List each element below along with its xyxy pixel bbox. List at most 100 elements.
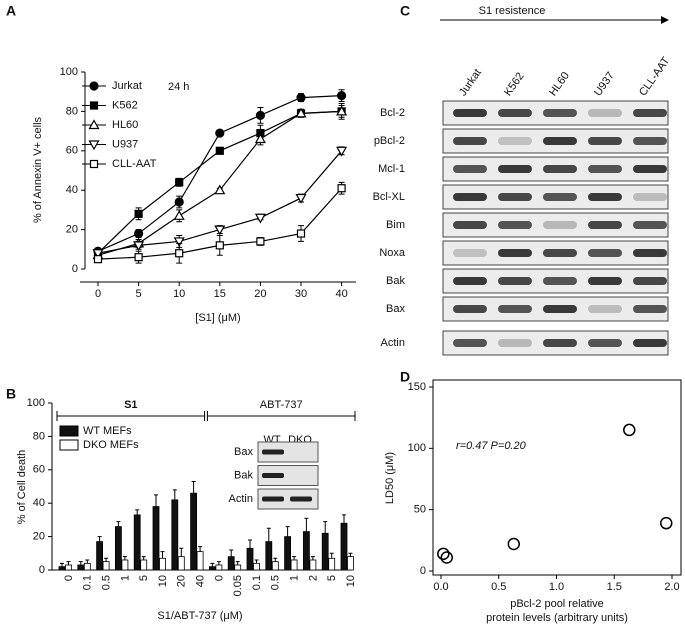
marker <box>173 210 185 220</box>
bar <box>65 564 72 571</box>
marker <box>295 107 307 118</box>
error-bar <box>191 480 196 494</box>
bar <box>347 556 354 571</box>
x-tick-label: 1 <box>119 575 131 581</box>
blot-band <box>498 249 532 257</box>
error-bar <box>216 561 221 565</box>
y-tick-label: 100 <box>408 442 426 454</box>
blot-row: Actin <box>381 337 405 349</box>
inset-panel <box>257 465 319 486</box>
x-tick-label: 5 <box>326 575 338 581</box>
y-tick-label: 80 <box>66 105 78 117</box>
x-axis-label: S1/ABT-737 (μM) <box>157 610 242 622</box>
legend-label: U937 <box>112 138 138 150</box>
point <box>440 551 454 564</box>
blot-band <box>633 339 667 347</box>
blot-band <box>453 193 487 201</box>
panel-label: D <box>400 369 410 385</box>
blot-band <box>498 109 532 117</box>
bar <box>177 556 185 571</box>
x-tick-label: 0 <box>95 288 101 300</box>
bar <box>133 514 141 571</box>
blot-band <box>633 165 667 173</box>
blot-band <box>588 221 622 229</box>
error-bar <box>235 561 240 565</box>
error-bar <box>304 517 309 532</box>
error-bar <box>122 556 127 560</box>
blot-title: S1 resistence <box>479 5 546 17</box>
marker <box>175 249 184 258</box>
bar <box>140 559 148 571</box>
marker <box>173 237 185 248</box>
blot-column: HL60 <box>547 70 572 98</box>
bar <box>227 556 235 571</box>
bar <box>340 522 348 571</box>
x-axis-label: [S1] (μM) <box>195 312 240 324</box>
x-tick-label: 15 <box>214 288 226 300</box>
bar <box>208 566 216 571</box>
blot-band <box>543 339 577 347</box>
error-bar <box>85 559 90 564</box>
legend-swatch <box>59 439 79 451</box>
x-tick-label: 0.5 <box>270 575 282 590</box>
marker <box>337 91 347 101</box>
point <box>623 423 636 437</box>
error-bar <box>292 556 297 560</box>
legend-label: WT MEFs <box>83 425 132 437</box>
point <box>659 516 673 530</box>
marker <box>89 81 99 91</box>
bar <box>102 561 110 571</box>
marker <box>93 255 103 264</box>
y-tick-label: 150 <box>408 381 426 393</box>
error-bar <box>285 526 290 537</box>
marker <box>133 241 145 252</box>
x-tick-label: 0 <box>213 575 225 581</box>
error-bar <box>248 539 252 549</box>
error-bar <box>60 562 64 567</box>
blot-band <box>588 193 622 201</box>
legend-label: CLL-AAT <box>112 158 157 170</box>
error-bar <box>160 551 165 559</box>
blot-band <box>498 137 532 145</box>
bar <box>171 499 179 571</box>
blot-band <box>633 305 667 313</box>
point <box>437 547 450 561</box>
y-tick-label: 20 <box>66 224 78 236</box>
x-tick-label: 0.1 <box>251 575 263 590</box>
blot-band <box>633 193 667 201</box>
marker <box>254 133 266 144</box>
x-tick-label: 0.5 <box>101 575 113 590</box>
x-tick-label: 1.0 <box>549 581 564 593</box>
x-tick-label: 2.0 <box>664 581 679 593</box>
blot-column: K562 <box>502 70 527 98</box>
marker <box>134 228 144 239</box>
marker <box>215 241 224 250</box>
panel-label: B <box>6 386 16 402</box>
blot-row: Noxa <box>379 247 406 259</box>
bar <box>302 531 310 571</box>
x-tick-label: 0.1 <box>82 575 94 590</box>
blot-band <box>453 137 487 145</box>
blot-band <box>498 277 532 285</box>
blot-column: Jurkat <box>457 67 484 98</box>
marker <box>255 110 265 120</box>
inset-row: Actin <box>229 493 253 505</box>
x-tick-label: 0 <box>63 575 75 581</box>
bar <box>196 551 204 571</box>
blot-band <box>588 249 622 257</box>
marker <box>92 249 104 259</box>
marker <box>134 209 143 218</box>
x-tick-label: 0.0 <box>433 581 448 593</box>
error-bar <box>310 556 315 560</box>
error-bar <box>210 562 215 567</box>
blot-band <box>588 305 622 313</box>
x-tick-label: 20 <box>176 575 188 587</box>
y-tick-label: 100 <box>60 66 78 78</box>
inset-band <box>290 496 312 502</box>
bar <box>246 547 254 571</box>
error-bar <box>66 561 71 565</box>
inset-panel <box>257 488 319 510</box>
marker <box>254 213 266 224</box>
blot-column: CLL-AAT <box>637 55 672 98</box>
